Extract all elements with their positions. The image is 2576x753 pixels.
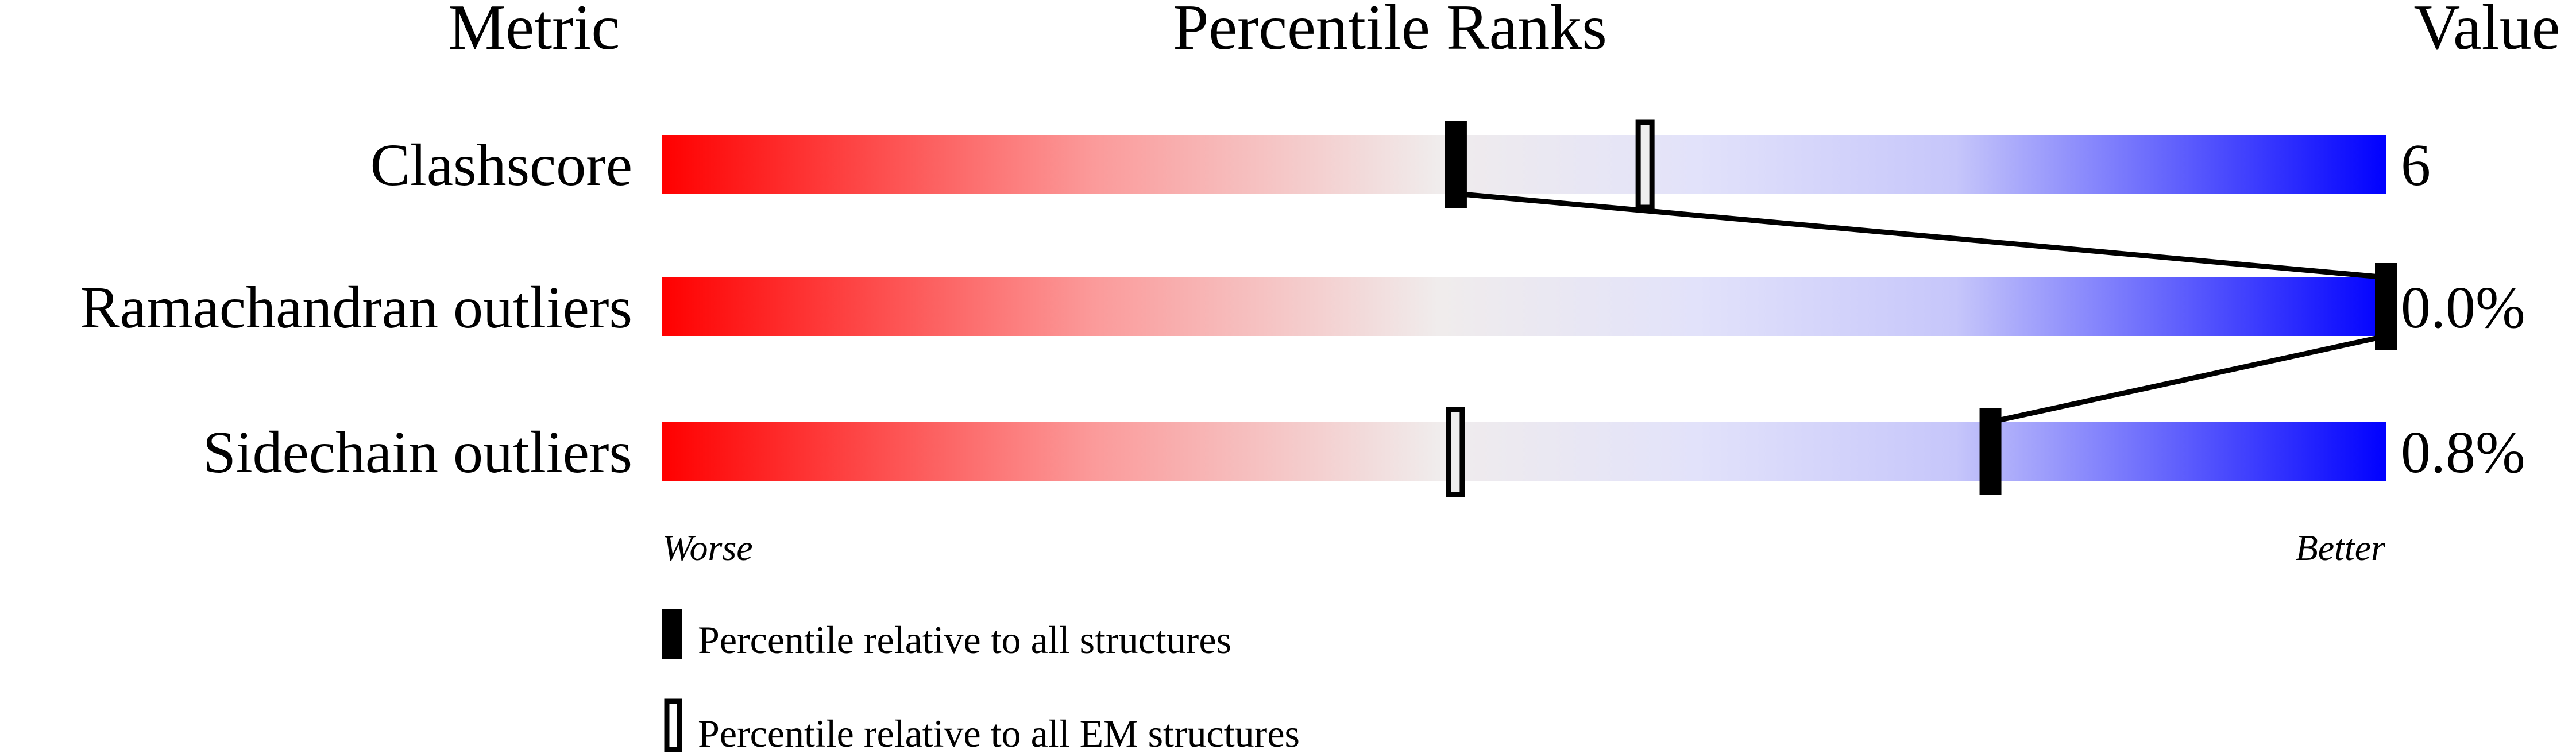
percentile-bar	[662, 422, 2386, 481]
metric-label: Ramachandran outliers	[80, 275, 632, 341]
all-percentile-marker	[1979, 408, 2002, 495]
metric-value: 0.8%	[2401, 419, 2525, 485]
axis-better-label: Better	[2296, 527, 2386, 568]
axis-worse-label: Worse	[662, 527, 753, 568]
legend-hollow-marker-icon	[664, 698, 682, 752]
all-percentile-marker	[2375, 263, 2397, 350]
metric-value: 0.0%	[2401, 275, 2525, 341]
connector-line	[1455, 191, 2387, 280]
header-percentile-ranks: Percentile Ranks	[1173, 0, 1607, 63]
connector-line	[1989, 333, 2387, 425]
em-percentile-marker	[1446, 407, 1465, 497]
percentile-bar	[662, 135, 2386, 194]
percentile-bar	[662, 277, 2386, 336]
header-metric: Metric	[449, 0, 620, 63]
header-value: Value	[2413, 0, 2560, 63]
legend-em-structures: Percentile relative to all EM structures	[698, 712, 1300, 753]
metric-value: 6	[2401, 132, 2431, 198]
legend-filled-marker-icon	[662, 609, 682, 659]
legend-all-structures: Percentile relative to all structures	[698, 618, 1231, 662]
metric-label: Clashscore	[370, 132, 632, 198]
all-percentile-marker	[1445, 121, 1467, 208]
metric-label: Sidechain outliers	[203, 419, 632, 485]
em-percentile-marker	[1635, 119, 1655, 210]
